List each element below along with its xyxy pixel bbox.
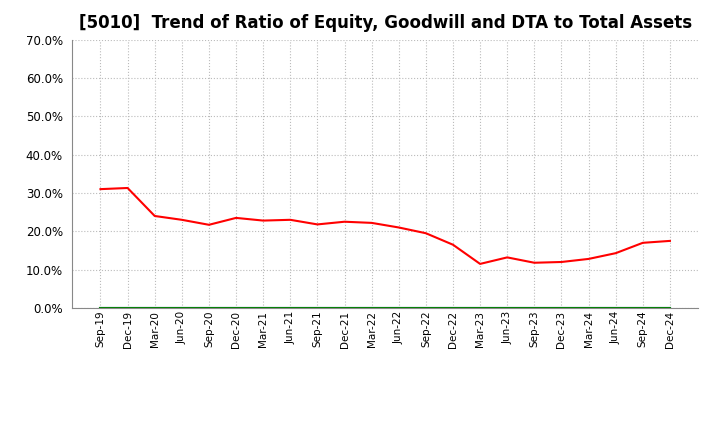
Deferred Tax Assets <box>449 305 457 311</box>
Deferred Tax Assets <box>530 305 539 311</box>
Goodwill <box>313 305 322 311</box>
Title: [5010]  Trend of Ratio of Equity, Goodwill and DTA to Total Assets: [5010] Trend of Ratio of Equity, Goodwil… <box>78 15 692 33</box>
Equity <box>530 260 539 265</box>
Goodwill <box>611 305 620 311</box>
Goodwill <box>204 305 213 311</box>
Equity <box>204 222 213 227</box>
Goodwill <box>584 305 593 311</box>
Deferred Tax Assets <box>476 305 485 311</box>
Goodwill <box>341 305 349 311</box>
Deferred Tax Assets <box>421 305 430 311</box>
Goodwill <box>150 305 159 311</box>
Goodwill <box>503 305 511 311</box>
Equity <box>96 187 105 192</box>
Deferred Tax Assets <box>665 305 674 311</box>
Goodwill <box>96 305 105 311</box>
Deferred Tax Assets <box>395 305 403 311</box>
Equity <box>611 250 620 256</box>
Line: Equity: Equity <box>101 188 670 264</box>
Deferred Tax Assets <box>367 305 376 311</box>
Deferred Tax Assets <box>123 305 132 311</box>
Goodwill <box>232 305 240 311</box>
Goodwill <box>367 305 376 311</box>
Equity <box>503 255 511 260</box>
Equity <box>584 256 593 261</box>
Goodwill <box>557 305 566 311</box>
Equity <box>286 217 294 223</box>
Deferred Tax Assets <box>503 305 511 311</box>
Goodwill <box>639 305 647 311</box>
Deferred Tax Assets <box>150 305 159 311</box>
Goodwill <box>665 305 674 311</box>
Deferred Tax Assets <box>259 305 268 311</box>
Deferred Tax Assets <box>204 305 213 311</box>
Deferred Tax Assets <box>639 305 647 311</box>
Deferred Tax Assets <box>341 305 349 311</box>
Equity <box>421 231 430 236</box>
Goodwill <box>178 305 186 311</box>
Goodwill <box>286 305 294 311</box>
Equity <box>123 185 132 191</box>
Goodwill <box>476 305 485 311</box>
Equity <box>232 215 240 220</box>
Equity <box>259 218 268 223</box>
Goodwill <box>123 305 132 311</box>
Equity <box>557 259 566 264</box>
Equity <box>395 225 403 230</box>
Goodwill <box>449 305 457 311</box>
Deferred Tax Assets <box>286 305 294 311</box>
Deferred Tax Assets <box>557 305 566 311</box>
Goodwill <box>259 305 268 311</box>
Equity <box>150 213 159 219</box>
Goodwill <box>395 305 403 311</box>
Equity <box>178 217 186 223</box>
Deferred Tax Assets <box>584 305 593 311</box>
Deferred Tax Assets <box>178 305 186 311</box>
Deferred Tax Assets <box>611 305 620 311</box>
Equity <box>639 240 647 246</box>
Equity <box>367 220 376 226</box>
Goodwill <box>421 305 430 311</box>
Deferred Tax Assets <box>232 305 240 311</box>
Equity <box>449 242 457 247</box>
Deferred Tax Assets <box>313 305 322 311</box>
Equity <box>313 222 322 227</box>
Deferred Tax Assets <box>96 305 105 311</box>
Equity <box>341 219 349 224</box>
Goodwill <box>530 305 539 311</box>
Equity <box>476 261 485 267</box>
Equity <box>665 238 674 244</box>
Legend: Equity, Goodwill, Deferred Tax Assets: Equity, Goodwill, Deferred Tax Assets <box>194 435 576 440</box>
